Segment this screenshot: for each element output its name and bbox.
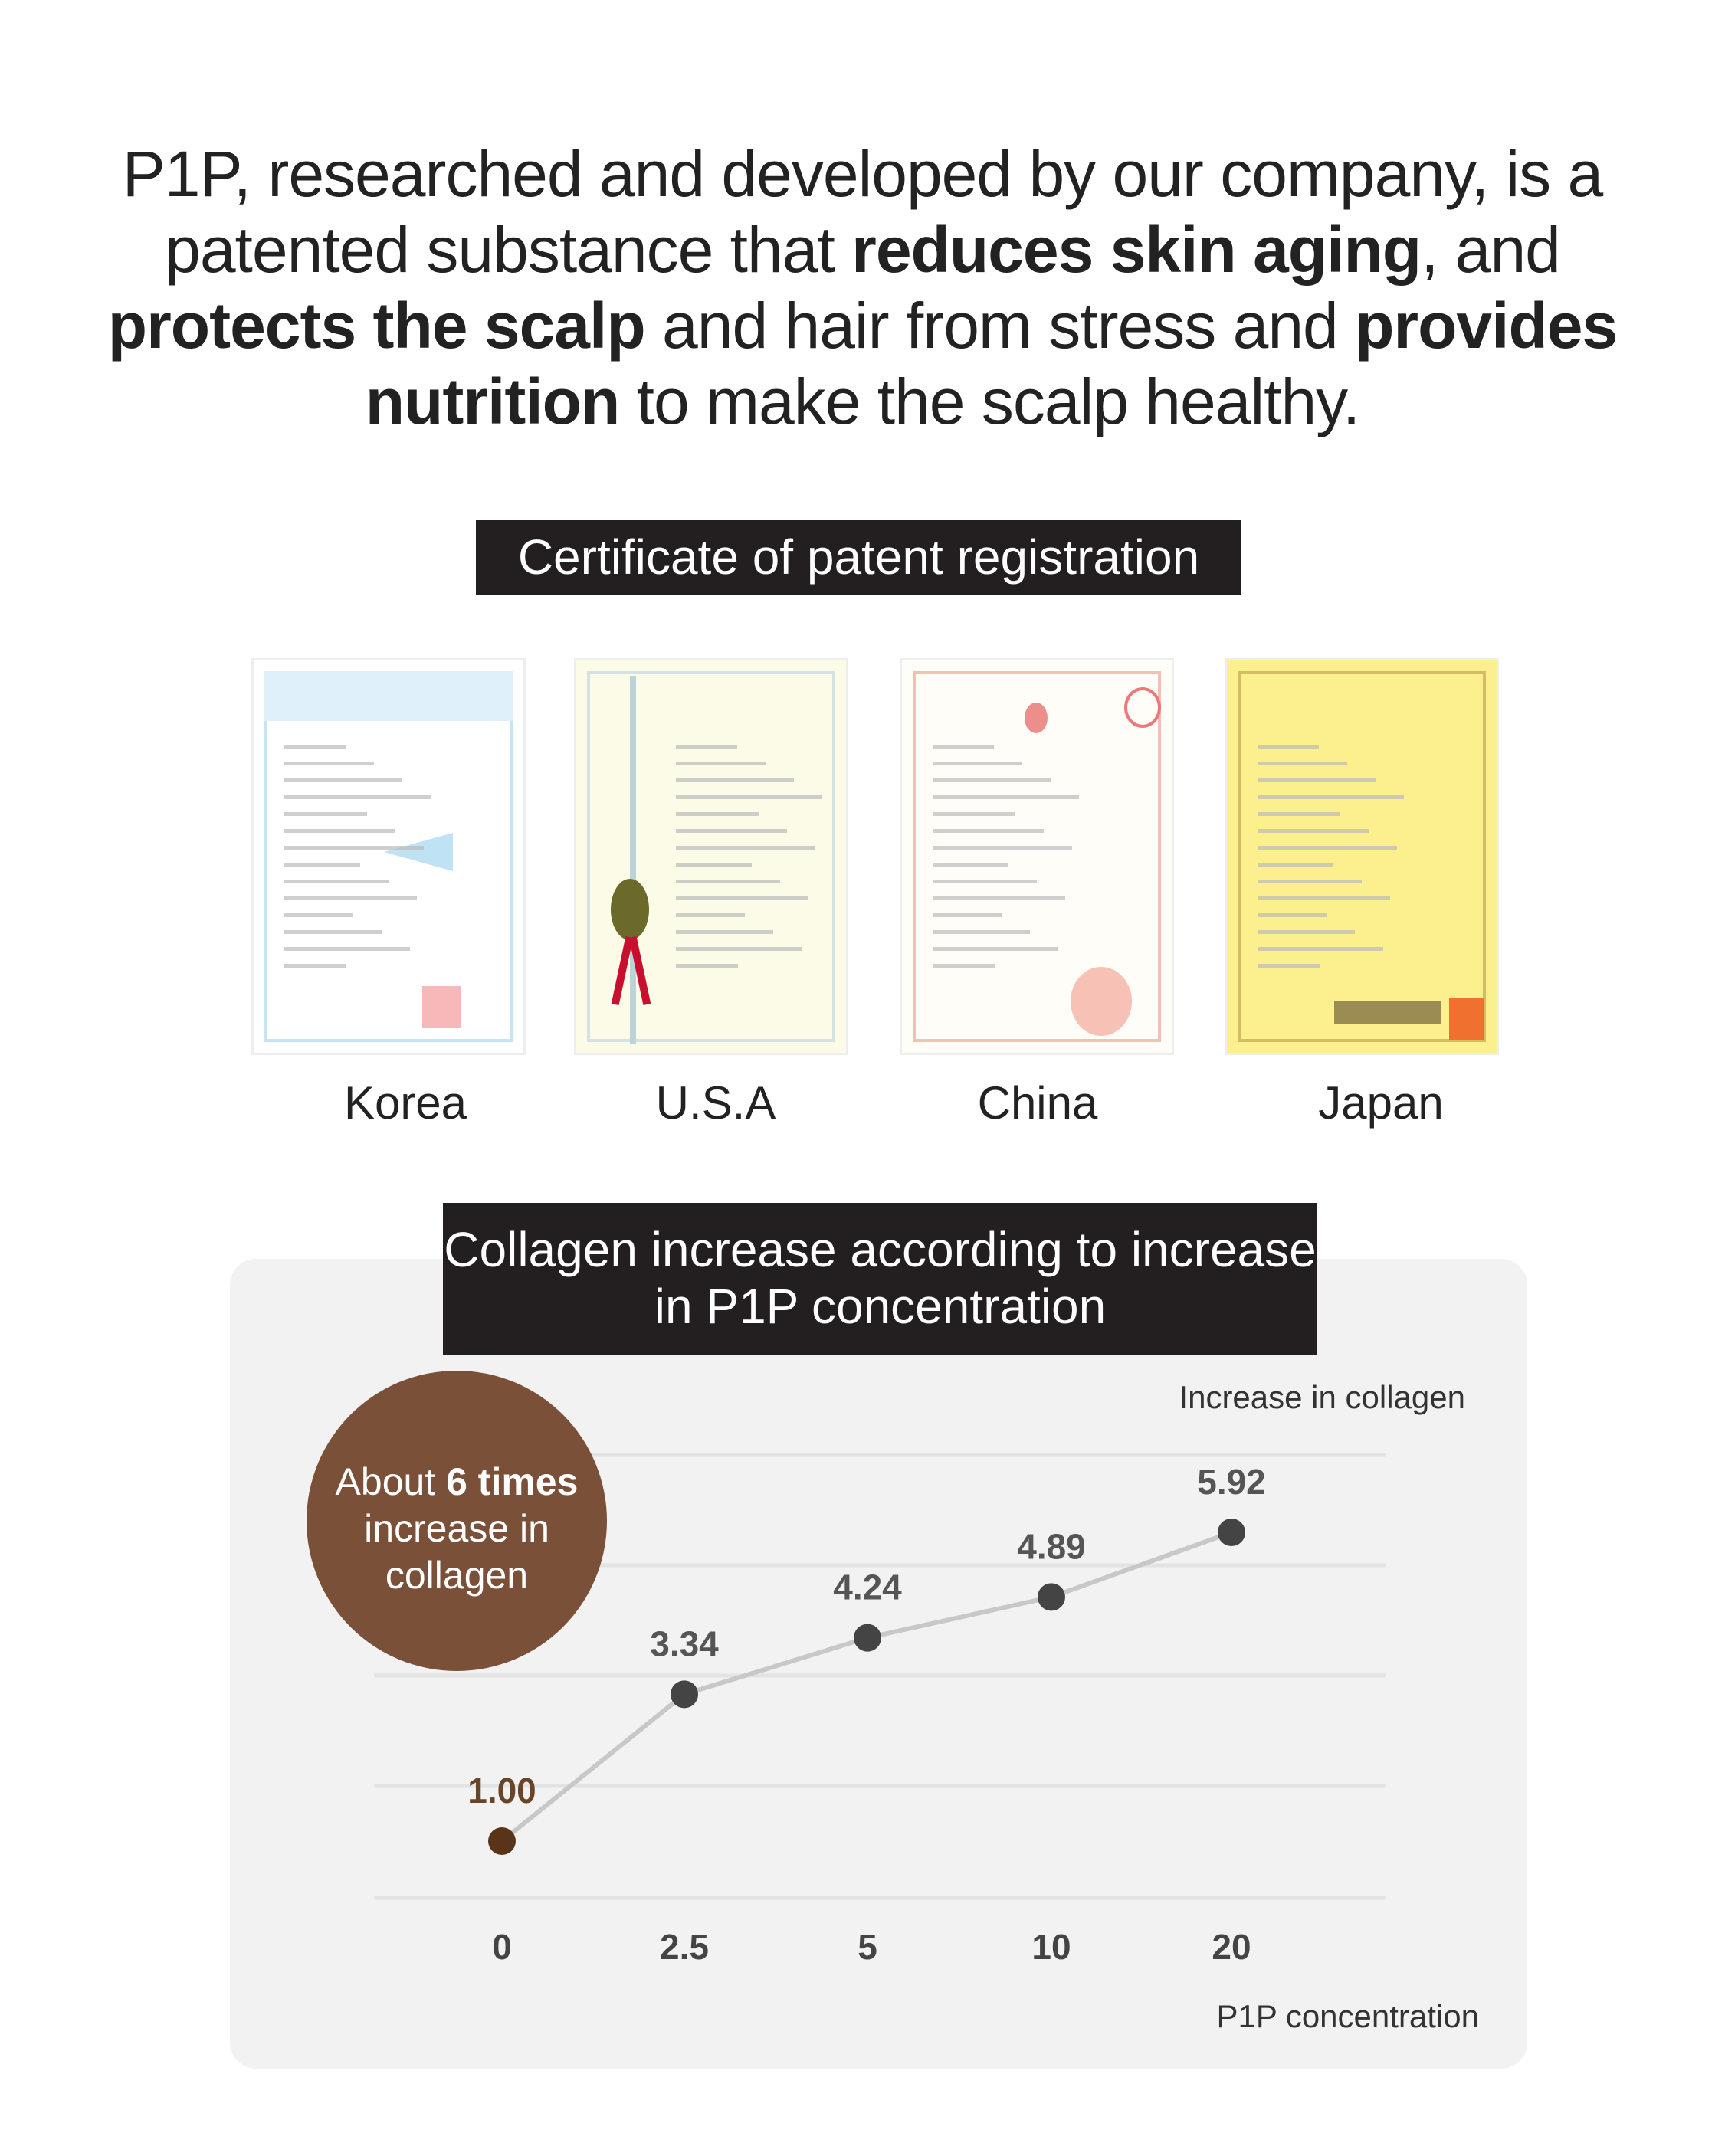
callout-pre: About	[335, 1460, 447, 1503]
certificate-country-label: Korea	[343, 1077, 467, 1129]
data-label: 4.89	[1017, 1526, 1086, 1566]
data-point	[671, 1680, 698, 1709]
x-tick-label: 20	[1212, 1927, 1251, 1967]
intro-emphasis: provides nutrition	[365, 290, 1618, 437]
callout-circle: About 6 times increase in collagen	[307, 1371, 607, 1671]
callout-bold: 6 times	[446, 1460, 579, 1503]
certificate-image-usa	[574, 658, 848, 1055]
certificate-country-label: China	[977, 1077, 1098, 1129]
data-label: 4.24	[833, 1568, 902, 1607]
intro-paragraph: P1P, researched and developed by our com…	[46, 136, 1679, 440]
data-label: 1.00	[467, 1771, 536, 1810]
certificate-country-label: U.S.A	[655, 1077, 776, 1129]
x-tick-label: 0	[492, 1927, 512, 1967]
x-axis-label: P1P concentration	[1216, 1998, 1479, 2034]
x-tick-label: 2.5	[660, 1927, 709, 1967]
intro-text: P1P, researched and developed by our com…	[122, 138, 1604, 286]
certificate-image-korea	[251, 658, 526, 1055]
certificate-image-china	[900, 658, 1174, 1055]
data-point	[488, 1827, 516, 1855]
data-point	[1038, 1583, 1065, 1611]
x-tick-label: 5	[858, 1927, 877, 1967]
data-label: 3.34	[650, 1624, 719, 1663]
intro-text: , and	[1421, 214, 1561, 286]
certificate-image-japan	[1225, 658, 1499, 1055]
certificate-country-label: Japan	[1318, 1077, 1444, 1129]
intro-emphasis: reduces skin aging	[851, 214, 1422, 286]
intro-emphasis: protects the scalp	[107, 290, 646, 362]
data-label: 5.92	[1197, 1462, 1266, 1502]
chart-title: Collagen increase according to increase …	[443, 1203, 1317, 1355]
x-tick-label: 10	[1031, 1927, 1071, 1967]
data-point	[1218, 1519, 1245, 1547]
certificate-section-title: Certificate of patent registration	[476, 520, 1241, 595]
intro-text: and hair from stress and	[644, 290, 1356, 362]
data-point	[854, 1624, 881, 1652]
y-axis-label: Increase in collagen	[1179, 1379, 1465, 1415]
intro-text: to make the scalp healthy.	[619, 365, 1361, 437]
callout-post: increase in collagen	[364, 1507, 549, 1597]
